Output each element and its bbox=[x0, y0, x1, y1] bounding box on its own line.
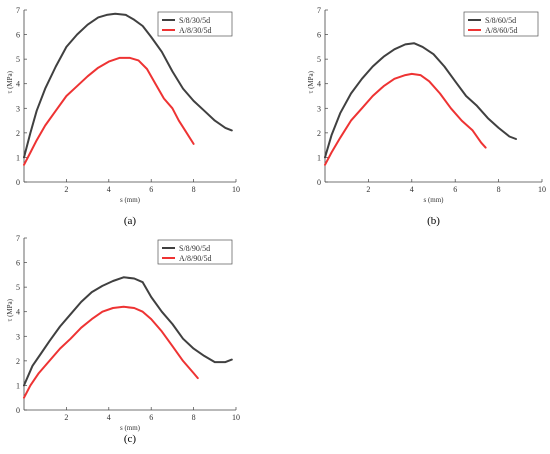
y-tick-label: 7 bbox=[317, 6, 321, 15]
legend-box bbox=[157, 239, 233, 265]
x-tick-label: 10 bbox=[232, 413, 240, 422]
x-tick-label: 2 bbox=[366, 185, 370, 194]
y-tick-label: 0 bbox=[317, 178, 321, 187]
chart-panel-3: 0 1 2 3 4 5 6 7 2 4 6 8 10 s (mm) τ (MPa) S/8/90/5dA/8/… bbox=[6, 234, 240, 445]
x-tick-label: 8 bbox=[192, 185, 196, 194]
y-tick-label: 1 bbox=[16, 381, 20, 390]
legend-entry: S/8/60/5d bbox=[485, 16, 516, 25]
x-axis-label: s (mm) bbox=[120, 424, 141, 432]
legend-entry: A/8/90/5d bbox=[179, 254, 211, 263]
y-tick-label: 2 bbox=[16, 357, 20, 366]
y-tick-label: 2 bbox=[317, 129, 321, 138]
chart-panel-2: 0 1 2 3 4 5 6 7 2 4 6 8 10 s (mm) τ (MPa) S/8/60/5dA/8/… bbox=[307, 6, 546, 227]
chart-panel-1: 0 1 2 3 4 5 6 7 2 4 6 8 10 s (mm) τ (MPa) S/8/30/5dA/8/… bbox=[6, 6, 240, 227]
y-tick-label: 6 bbox=[16, 31, 20, 40]
x-tick-label: 10 bbox=[232, 185, 240, 194]
y-tick-label: 5 bbox=[317, 55, 321, 64]
series-line-2 bbox=[23, 56, 195, 166]
legend-box bbox=[463, 11, 539, 37]
x-tick-label: 2 bbox=[64, 185, 68, 194]
series-line-2 bbox=[324, 72, 487, 166]
legend-entry: S/8/30/5d bbox=[179, 16, 210, 25]
x-tick-label: 4 bbox=[107, 413, 111, 422]
y-tick-label: 7 bbox=[16, 234, 20, 243]
x-tick-label: 6 bbox=[149, 413, 153, 422]
panel-caption: (b) bbox=[427, 215, 440, 227]
y-tick-label: 4 bbox=[317, 80, 321, 89]
y-tick-label: 1 bbox=[317, 153, 321, 162]
legend-entry: A/8/60/5d bbox=[485, 26, 517, 35]
y-tick-label: 0 bbox=[16, 178, 20, 187]
legend-entry: S/8/90/5d bbox=[179, 244, 210, 253]
y-tick-label: 4 bbox=[16, 308, 20, 317]
series-line-1 bbox=[324, 42, 517, 159]
x-tick-label: 6 bbox=[149, 185, 153, 194]
x-tick-label: 6 bbox=[453, 185, 457, 194]
y-tick-label: 6 bbox=[16, 259, 20, 268]
x-axis-label: s (mm) bbox=[120, 196, 141, 204]
y-tick-label: 4 bbox=[16, 80, 20, 89]
y-axis-label: τ (MPa) bbox=[6, 298, 14, 321]
x-tick-label: 10 bbox=[538, 185, 546, 194]
y-tick-label: 6 bbox=[317, 31, 321, 40]
x-tick-label: 4 bbox=[410, 185, 414, 194]
legend-entry: A/8/30/5d bbox=[179, 26, 211, 35]
x-tick-label: 8 bbox=[192, 413, 196, 422]
panel-caption: (c) bbox=[124, 433, 137, 445]
y-tick-label: 0 bbox=[16, 406, 20, 415]
series-line-1 bbox=[23, 276, 233, 387]
y-tick-label: 3 bbox=[317, 104, 321, 113]
y-tick-label: 1 bbox=[16, 153, 20, 162]
x-tick-label: 8 bbox=[497, 185, 501, 194]
y-tick-label: 3 bbox=[16, 104, 20, 113]
panel-caption: (a) bbox=[124, 215, 137, 227]
y-axis-label: τ (MPa) bbox=[6, 70, 14, 93]
series-line-1 bbox=[23, 12, 233, 159]
y-axis-label: τ (MPa) bbox=[307, 70, 315, 93]
series-line-2 bbox=[23, 305, 199, 399]
x-axis-label: s (mm) bbox=[423, 196, 444, 204]
y-tick-label: 5 bbox=[16, 55, 20, 64]
y-tick-label: 5 bbox=[16, 283, 20, 292]
y-tick-label: 3 bbox=[16, 332, 20, 341]
x-tick-label: 4 bbox=[107, 185, 111, 194]
y-tick-label: 7 bbox=[16, 6, 20, 15]
legend-box bbox=[157, 11, 233, 37]
y-tick-label: 2 bbox=[16, 129, 20, 138]
x-tick-label: 2 bbox=[64, 413, 68, 422]
